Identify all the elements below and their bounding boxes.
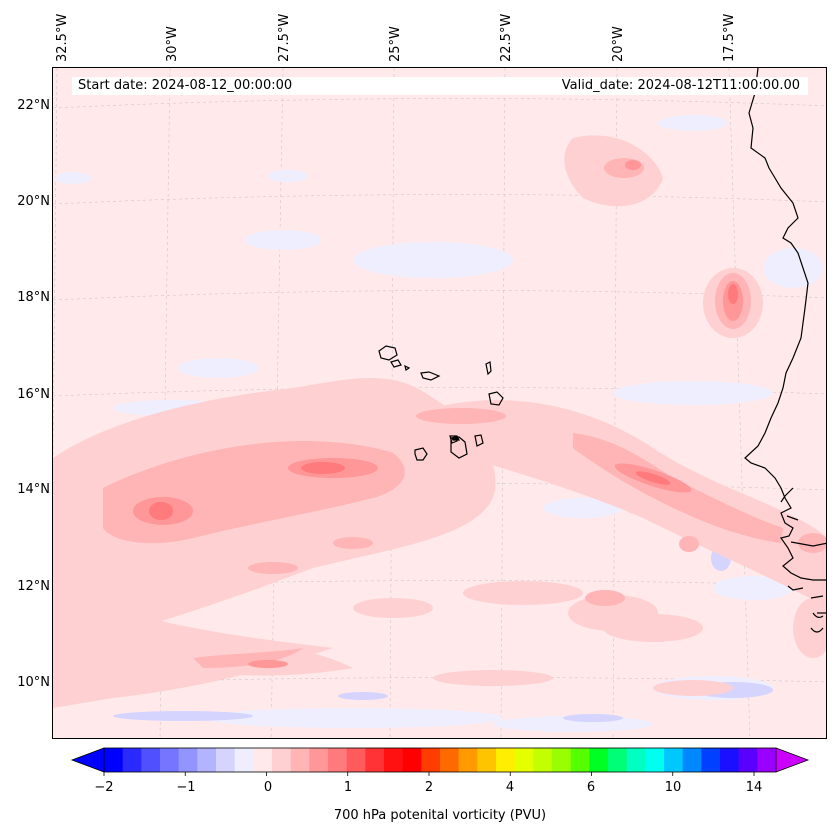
colorbar-bin (290, 748, 310, 772)
colorbar-bin (552, 748, 572, 772)
lat-label-20n: 20°N (17, 194, 50, 209)
lat-label-10n: 10°N (17, 675, 50, 690)
colorbar-outline-right (775, 747, 810, 773)
lon-label-27-5w: 27.5°W (277, 13, 292, 62)
lon-label-22-5w: 22.5°W (499, 13, 514, 62)
start-date-label: Start date: 2024-08-12_00:00:00 (72, 77, 492, 95)
pv-field-pink-4 (149, 284, 738, 520)
colorbar-bin (402, 748, 422, 772)
colorbar-bin (104, 748, 124, 772)
colorbar-bin (309, 748, 329, 772)
colorbar-bin (178, 748, 198, 772)
colorbar-bin (141, 748, 161, 772)
map-canvas (53, 68, 826, 738)
colorbar-outline (103, 747, 777, 773)
colorbar-bin (253, 748, 273, 772)
colorbar-bin (122, 748, 142, 772)
colorbar-bin (458, 748, 478, 772)
lat-label-22n: 22°N (17, 98, 50, 113)
lon-label-30w: 30°W (165, 26, 180, 62)
colorbar-tick-label: 14 (745, 780, 763, 795)
colorbar-bin (570, 748, 590, 772)
colorbar-bin (701, 748, 721, 772)
colorbar-title: 700 hPa potenital vorticity (PVU) (333, 808, 547, 823)
colorbar-bin (421, 748, 441, 772)
colorbar-bin (477, 748, 497, 772)
colorbar-under-triangle (72, 748, 104, 772)
colorbar-bin (757, 748, 777, 772)
colorbar-tickmarks (103, 772, 755, 776)
lon-label-20w: 20°W (611, 26, 626, 62)
colorbar-bin (365, 748, 385, 772)
colorbar-bins (104, 748, 777, 772)
colorbar-tick-label: 0 (263, 780, 273, 795)
colorbar-tick-label: −2 (94, 780, 114, 795)
colorbar-bin (533, 748, 553, 772)
colorbar-bin (197, 748, 217, 772)
islands-cabo-verde (378, 345, 504, 461)
colorbar-bin (234, 748, 254, 772)
valid-date-label: Valid_date: 2024-08-12T11:00:00.00 (492, 77, 808, 95)
colorbar-bin (496, 748, 516, 772)
colorbar-bin (328, 748, 348, 772)
colorbar-bin (608, 748, 628, 772)
colorbar-bin (346, 748, 366, 772)
lon-label-25w: 25°W (388, 26, 403, 62)
colorbar-bin (440, 748, 460, 772)
colorbar-tick-label: 4 (505, 780, 515, 795)
colorbar-tick-label: 6 (586, 780, 596, 795)
map-panel (52, 67, 827, 739)
lat-label-18n: 18°N (17, 290, 50, 305)
coastline (744, 68, 826, 633)
lat-label-14n: 14°N (17, 482, 50, 497)
colorbar-bin (160, 748, 180, 772)
colorbar-tick-label: −1 (176, 780, 196, 795)
colorbar-bin (514, 748, 534, 772)
colorbar-bin (626, 748, 646, 772)
colorbar-outline-left (70, 747, 105, 773)
colorbar-tick-label: 10 (664, 780, 682, 795)
colorbar-bin (664, 748, 684, 772)
colorbar-bin (720, 748, 740, 772)
colorbar-over-triangle (776, 748, 808, 772)
colorbar-bin (645, 748, 665, 772)
lat-label-12n: 12°N (17, 579, 50, 594)
colorbar-tick-label: 2 (424, 780, 434, 795)
colorbar-bin (272, 748, 292, 772)
lon-label-17-5w: 17.5°W (722, 13, 737, 62)
colorbar-bin (738, 748, 758, 772)
colorbar-tick-label: 1 (343, 780, 353, 795)
colorbar-bin (216, 748, 236, 772)
lat-label-16n: 16°N (17, 387, 50, 402)
colorbar-bin (682, 748, 702, 772)
colorbar-bin (384, 748, 404, 772)
lon-label-32-5w: 32.5°W (55, 13, 70, 62)
colorbar-bin (589, 748, 609, 772)
